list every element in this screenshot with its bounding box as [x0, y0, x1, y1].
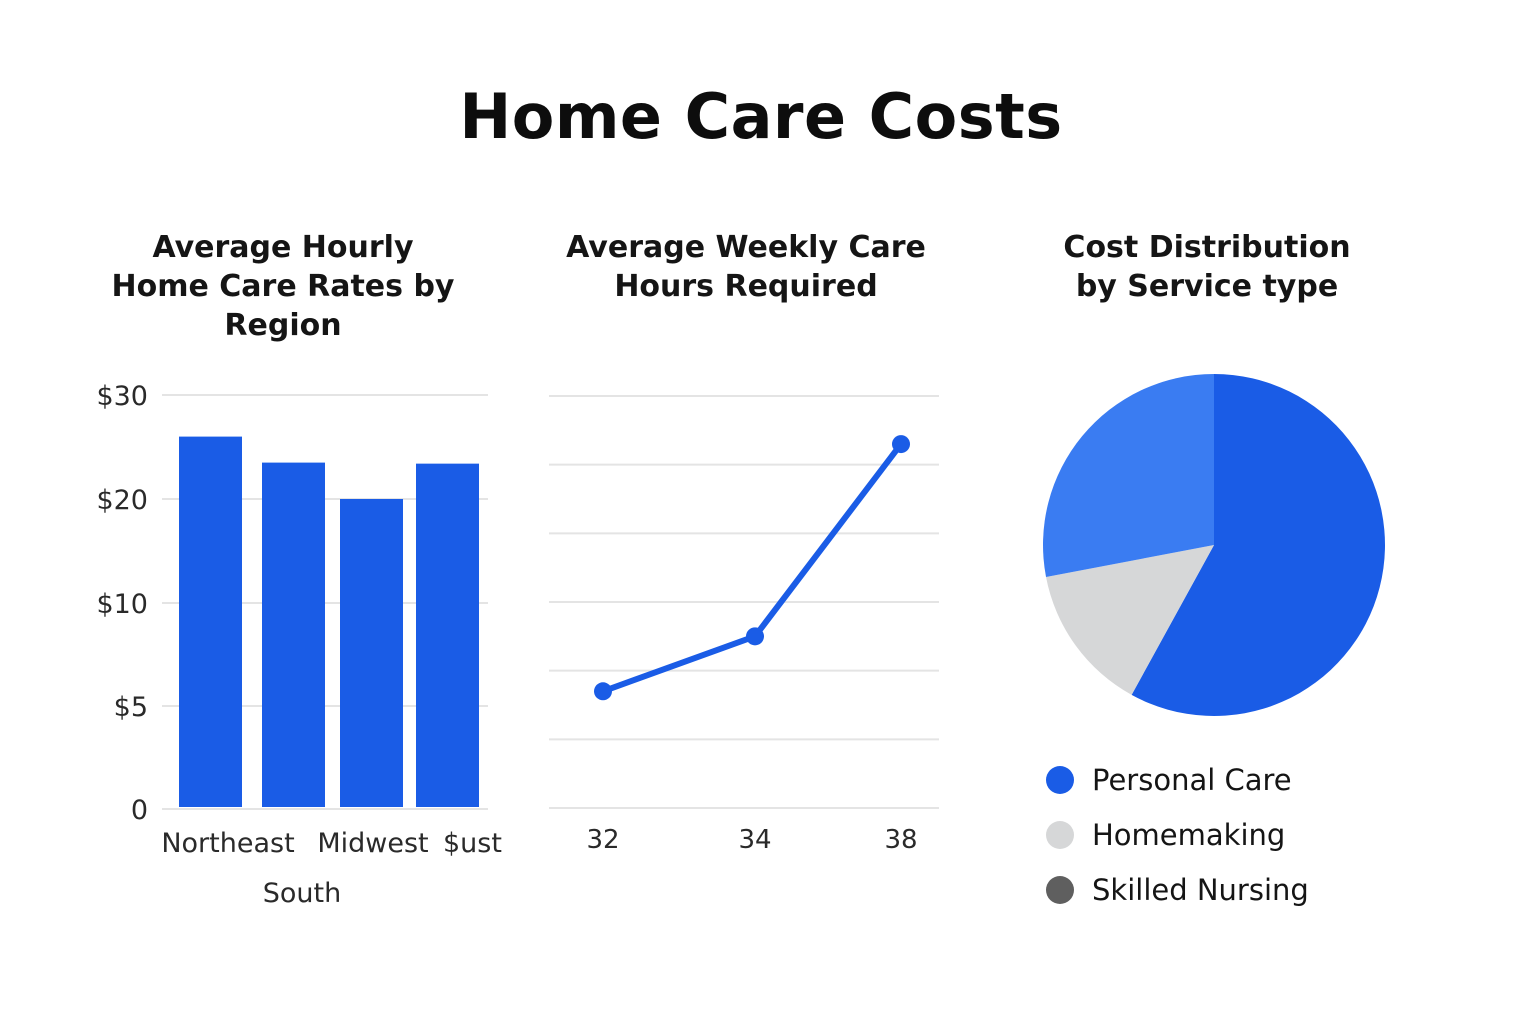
bar	[416, 463, 479, 807]
legend-label: Homemaking	[1092, 818, 1286, 852]
bar	[262, 462, 325, 807]
line-point	[892, 435, 910, 454]
bar-title-line: Region	[224, 308, 342, 343]
bar-x-tick-label: $ust	[443, 828, 502, 859]
bar-y-tick-label: $5	[114, 692, 148, 723]
pie-slice	[1046, 545, 1214, 695]
bar-y-tick-label: $10	[96, 589, 148, 620]
legend-swatch	[1046, 876, 1074, 904]
bar-x-tick-label: Midwest	[317, 828, 428, 859]
page-title: Home Care Costs	[459, 80, 1063, 153]
line-x-tick-label: 38	[884, 825, 917, 855]
legend-swatch	[1046, 821, 1074, 849]
bar-y-tick-label: $30	[96, 381, 148, 412]
bar-title-line: Home Care Rates by	[111, 269, 455, 304]
bar	[179, 436, 242, 807]
line-title-line: Average Weekly Care	[566, 230, 926, 265]
legend-label: Skilled Nursing	[1092, 873, 1309, 907]
legend-swatch	[1046, 766, 1074, 794]
line-point	[594, 682, 612, 701]
pie-title-line: by Service type	[1075, 269, 1339, 304]
line-point	[746, 627, 764, 646]
bar-y-tick-label: $20	[96, 485, 148, 516]
line-title-line: Hours Required	[614, 269, 878, 304]
bar	[340, 499, 403, 807]
bar-title-line: Average Hourly	[152, 230, 414, 265]
legend-label: Personal Care	[1092, 763, 1292, 797]
bar-chart-title: Average Hourly Home Care Rates by Region	[110, 228, 456, 345]
bar-y-tick-label: 0	[131, 795, 148, 826]
bar-x-tick-label: Northeast	[161, 828, 294, 859]
bar-x-tick-label: South	[263, 878, 341, 909]
pie-slice	[1043, 374, 1214, 578]
line-x-tick-label: 32	[586, 825, 619, 855]
line-x-tick-label: 34	[738, 825, 771, 855]
pie-slice	[1131, 374, 1386, 716]
pie-title-line: Cost Distribution	[1063, 230, 1351, 265]
line-chart-title: Average Weekly Care Hours Required	[560, 228, 932, 306]
pie-chart-title: Cost Distribution by Service type	[1040, 228, 1374, 306]
